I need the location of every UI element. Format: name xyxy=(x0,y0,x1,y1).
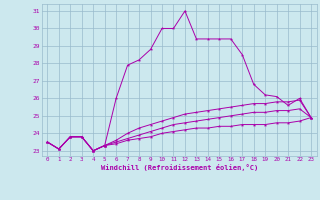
X-axis label: Windchill (Refroidissement éolien,°C): Windchill (Refroidissement éolien,°C) xyxy=(100,164,258,171)
